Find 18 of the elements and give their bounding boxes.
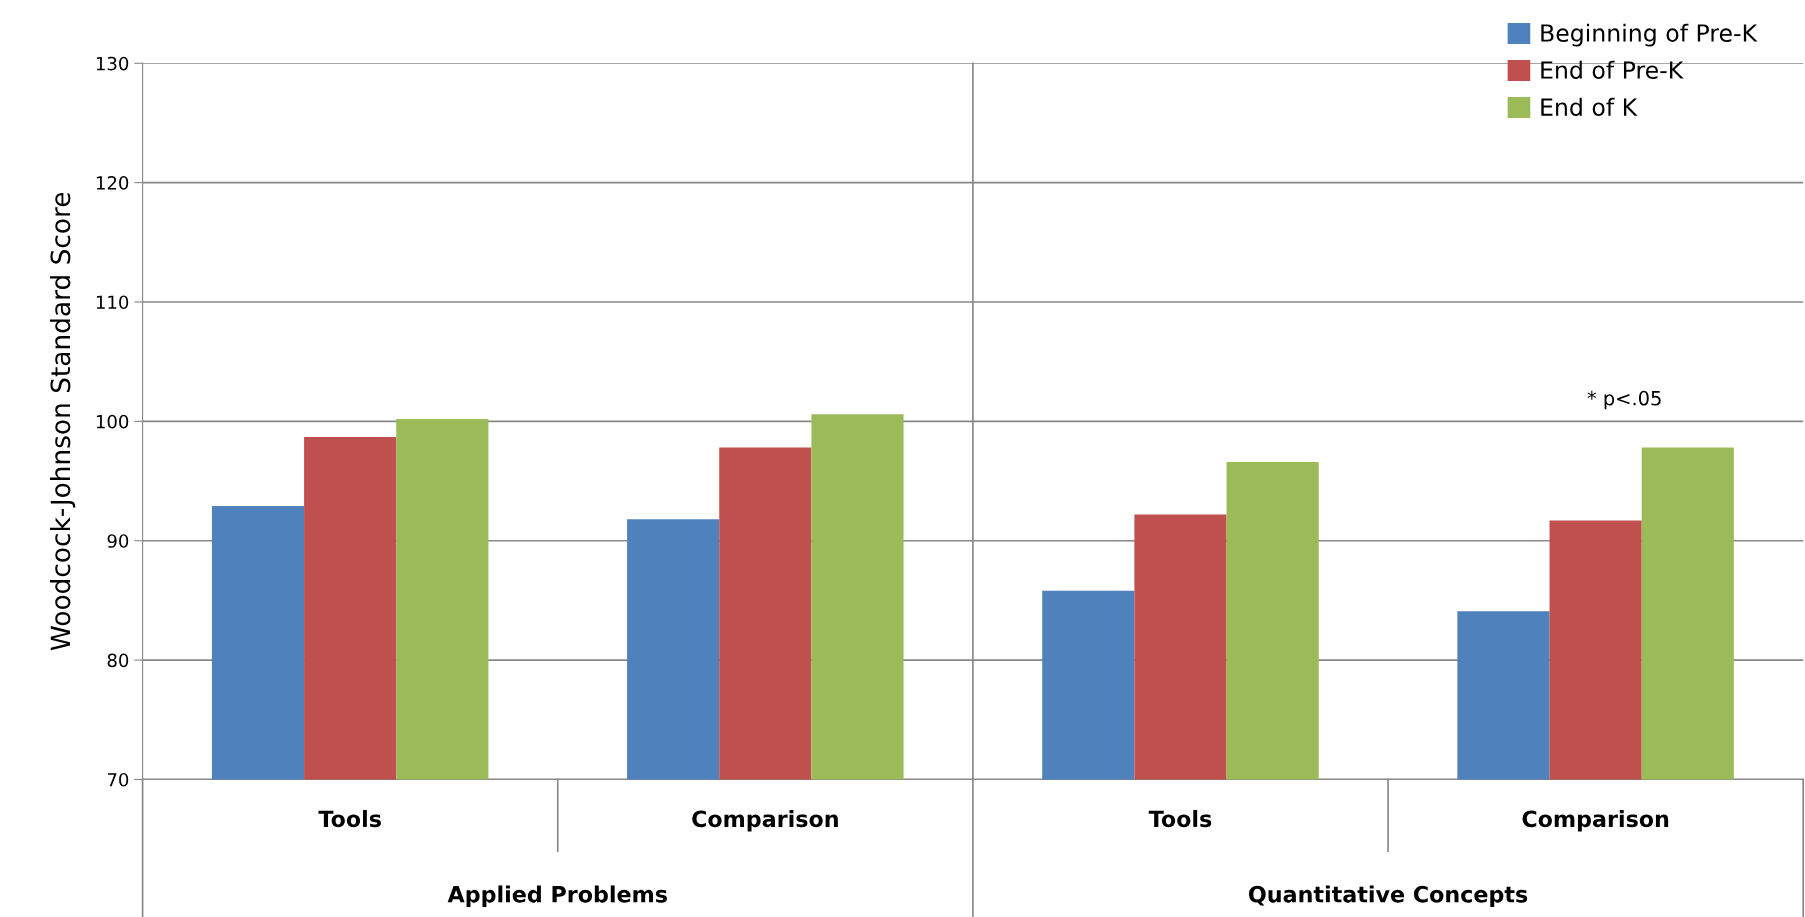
x-tick-label: Comparison <box>1522 810 1669 832</box>
legend-label: Beginning of Pre-K <box>1541 23 1758 47</box>
y-tick-label: 120 <box>96 176 129 190</box>
y-tick-label: 130 <box>96 56 129 71</box>
annotation: * p<.05 <box>1587 390 1661 410</box>
x-tick-label: Tools <box>1148 810 1212 828</box>
y-tick-label: 90 <box>107 534 129 548</box>
x-tick-label: Comparison <box>692 810 838 832</box>
y-tick-label: 100 <box>96 414 129 429</box>
y-axis-title: Woodcock-Johnson Standard Score <box>49 192 76 651</box>
y-tick-label: 80 <box>107 653 129 668</box>
text: Quantitative Concepts <box>1248 885 1528 907</box>
legend-label: End of K <box>1541 97 1638 116</box>
y-tick-label: 70 <box>107 772 129 787</box>
x-tick-label: Tools <box>318 810 381 828</box>
text: Applied Problems <box>447 885 667 907</box>
legend-label: End of Pre-K <box>1541 60 1684 79</box>
y-tick-label: 110 <box>96 295 129 310</box>
